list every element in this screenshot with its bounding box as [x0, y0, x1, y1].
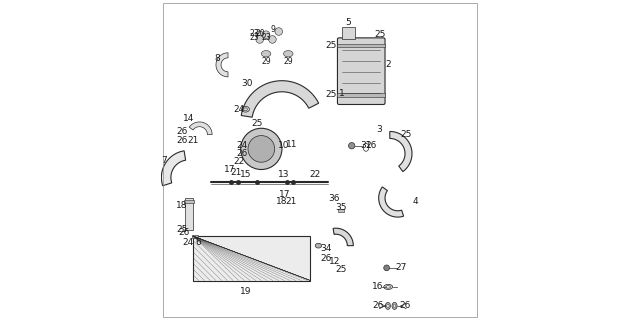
Ellipse shape: [393, 304, 396, 308]
Ellipse shape: [385, 302, 390, 309]
Polygon shape: [333, 228, 353, 246]
Text: 13: 13: [278, 170, 289, 179]
Text: 1: 1: [339, 89, 345, 98]
Text: 8: 8: [214, 54, 220, 63]
Text: 23: 23: [249, 33, 259, 42]
Text: 17: 17: [279, 190, 291, 199]
Text: 10: 10: [278, 141, 289, 150]
Text: 25: 25: [335, 265, 346, 274]
Polygon shape: [241, 81, 319, 117]
Circle shape: [275, 28, 283, 35]
Text: 22: 22: [310, 170, 321, 179]
Text: 26: 26: [372, 301, 383, 310]
Text: 29: 29: [261, 57, 271, 66]
Text: 23: 23: [262, 33, 271, 42]
Polygon shape: [337, 44, 385, 47]
Text: 35: 35: [335, 203, 346, 212]
Text: 31: 31: [360, 141, 372, 150]
Text: 27: 27: [396, 263, 406, 272]
Text: 26: 26: [237, 149, 248, 158]
Polygon shape: [184, 200, 194, 203]
Polygon shape: [191, 235, 198, 238]
Text: 6: 6: [195, 238, 201, 247]
Text: 14: 14: [182, 114, 194, 123]
Text: 24: 24: [234, 105, 244, 114]
Text: 9: 9: [271, 25, 275, 35]
Bar: [339, 209, 344, 212]
Text: 24: 24: [183, 238, 194, 247]
Text: 15: 15: [240, 170, 252, 179]
Ellipse shape: [387, 304, 389, 308]
Ellipse shape: [316, 243, 321, 248]
Text: 25: 25: [374, 30, 386, 39]
Circle shape: [248, 136, 275, 162]
Polygon shape: [193, 236, 310, 281]
Text: 22: 22: [234, 157, 244, 166]
Polygon shape: [379, 187, 404, 217]
Text: 26: 26: [321, 254, 332, 263]
Polygon shape: [189, 122, 212, 135]
Polygon shape: [161, 151, 186, 186]
Text: 21: 21: [286, 197, 297, 206]
Circle shape: [256, 36, 264, 43]
Text: 25: 25: [325, 41, 337, 50]
Circle shape: [384, 265, 390, 271]
Circle shape: [241, 128, 282, 170]
Polygon shape: [390, 132, 412, 172]
Text: 25: 25: [251, 119, 262, 128]
Text: 21: 21: [188, 136, 199, 146]
Text: 21: 21: [230, 168, 242, 177]
Text: 25: 25: [177, 225, 188, 234]
Text: 26: 26: [179, 228, 190, 237]
Text: 25: 25: [400, 130, 412, 139]
Text: 19: 19: [240, 287, 252, 296]
Polygon shape: [342, 27, 355, 39]
Ellipse shape: [384, 284, 393, 289]
Text: 26: 26: [177, 136, 188, 146]
Text: 24: 24: [237, 141, 248, 150]
Text: 26: 26: [177, 127, 188, 136]
Text: 18: 18: [176, 202, 188, 211]
Ellipse shape: [261, 51, 271, 57]
Text: 36: 36: [328, 194, 340, 203]
Polygon shape: [337, 93, 385, 97]
Text: 18: 18: [276, 197, 288, 206]
Circle shape: [262, 31, 270, 38]
Text: 5: 5: [346, 18, 351, 27]
Text: 4: 4: [412, 197, 418, 206]
Text: 11: 11: [285, 140, 297, 148]
FancyBboxPatch shape: [337, 38, 385, 105]
Text: 23: 23: [249, 28, 259, 38]
Text: 29: 29: [284, 57, 293, 66]
Text: 30: 30: [241, 79, 253, 88]
Polygon shape: [216, 53, 228, 77]
Circle shape: [269, 36, 276, 43]
Polygon shape: [185, 198, 193, 230]
Text: 17: 17: [224, 165, 236, 174]
Text: 7: 7: [162, 156, 168, 164]
Text: 20: 20: [255, 28, 265, 38]
Text: 12: 12: [328, 257, 340, 266]
Ellipse shape: [284, 51, 293, 57]
Text: 34: 34: [321, 244, 332, 253]
Text: 25: 25: [325, 90, 337, 99]
Text: 2: 2: [385, 60, 391, 69]
Text: 3: 3: [376, 125, 381, 134]
Ellipse shape: [392, 302, 397, 309]
Circle shape: [256, 31, 264, 38]
Text: 16: 16: [372, 282, 383, 292]
Text: 26: 26: [399, 301, 411, 310]
Circle shape: [349, 142, 355, 149]
Ellipse shape: [386, 286, 390, 288]
Text: 26: 26: [365, 141, 376, 150]
